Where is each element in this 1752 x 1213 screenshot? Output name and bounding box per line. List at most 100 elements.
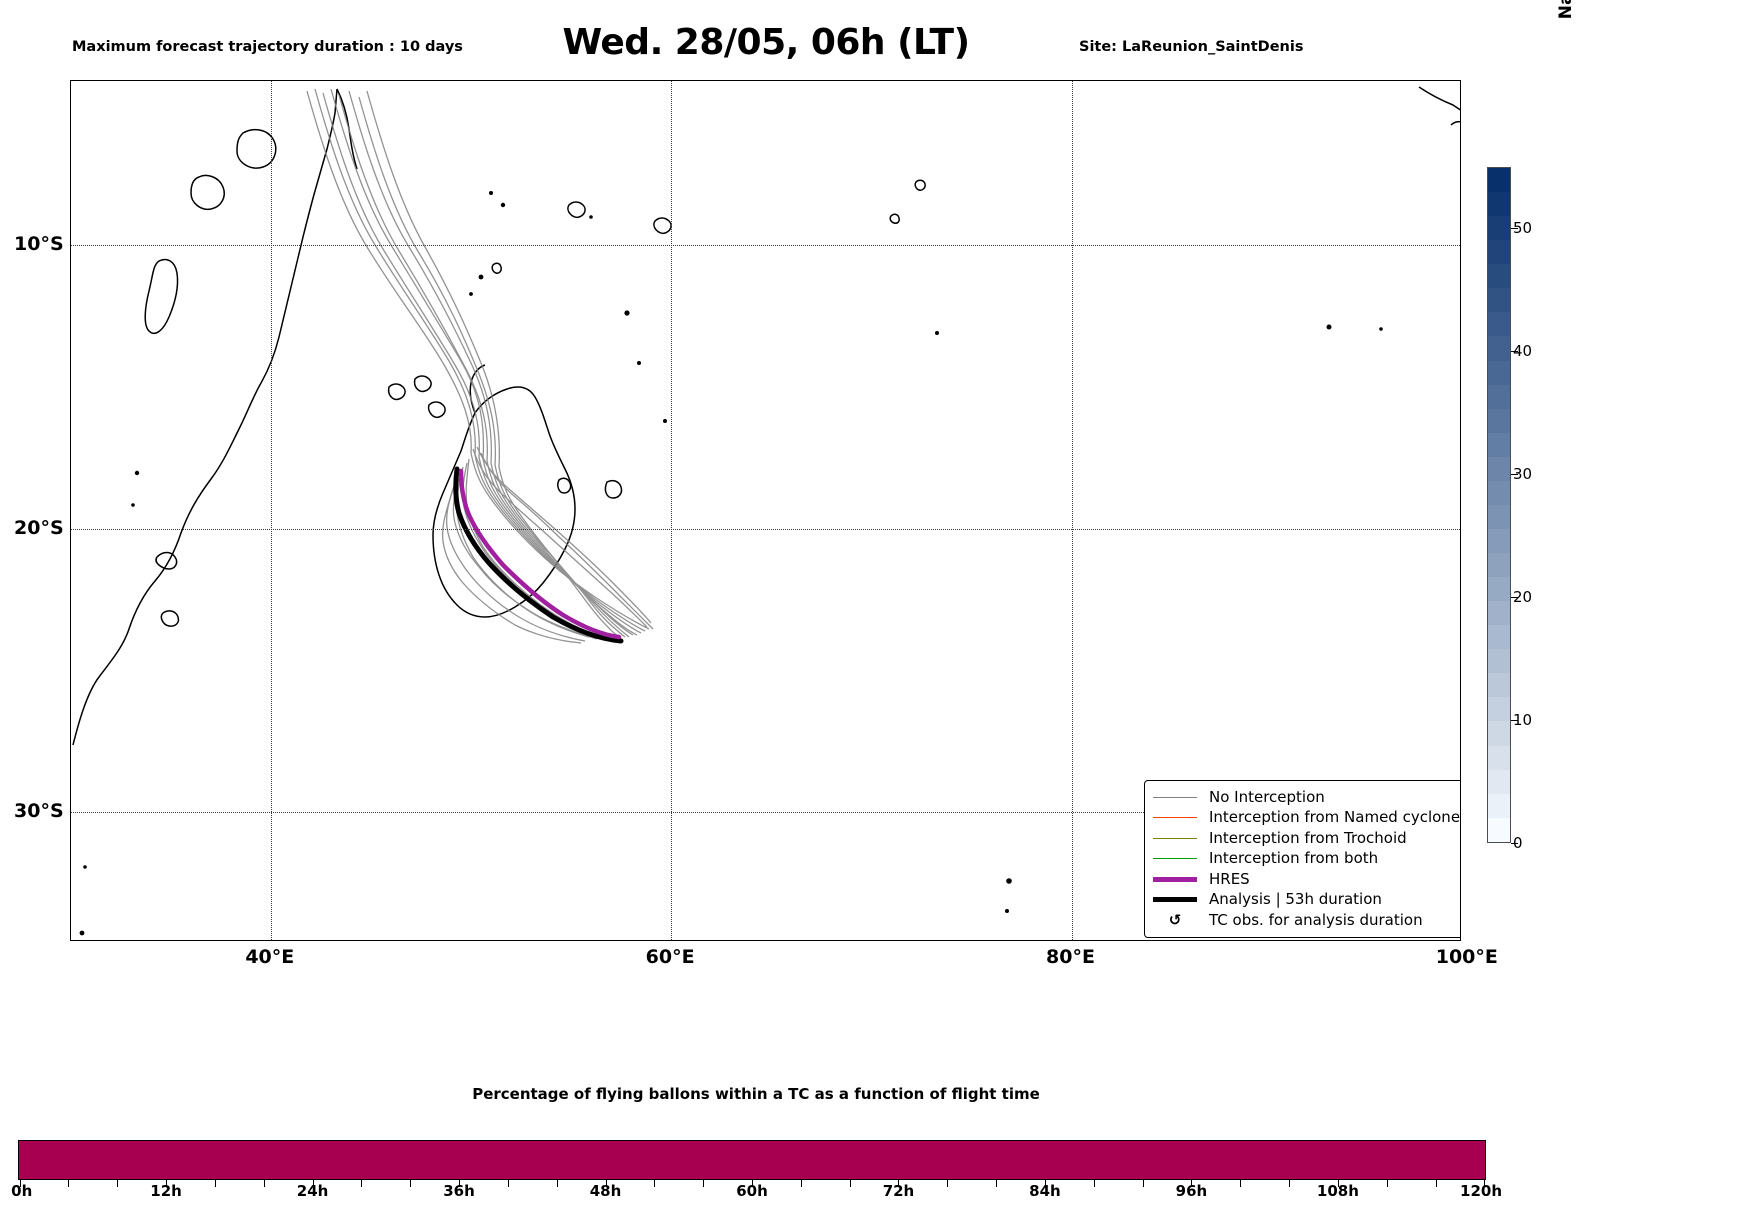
map-vector-layer — [72, 86, 1460, 936]
gridline-lon-80 — [1071, 81, 1073, 940]
colorbar-segment — [1488, 264, 1510, 289]
colorbar-segment — [1488, 577, 1510, 602]
legend-swatch-line — [1153, 876, 1197, 882]
legend-item-tc-obs[interactable]: ↺ TC obs. for analysis duration — [1153, 910, 1460, 931]
colorbar-segment — [1488, 408, 1510, 433]
percentage-bar-tickmark — [1484, 1180, 1486, 1187]
legend-item-no-interception[interactable]: No Interception — [1153, 787, 1460, 808]
legend-label: TC obs. for analysis duration — [1209, 910, 1423, 929]
colorbar[interactable] — [1487, 167, 1511, 843]
legend-item-hres[interactable]: HRES — [1153, 869, 1460, 890]
colorbar-tick-30: 30 — [1513, 465, 1533, 483]
legend-item-trochoid[interactable]: Interception from Trochoid — [1153, 828, 1460, 849]
colorbar-tickmark-30 — [1511, 474, 1518, 475]
tc-obs-icon: ↺ — [1168, 910, 1182, 929]
colorbar-segment — [1488, 240, 1510, 265]
page-title-text: Wed. 28/05, 06h (LT) — [562, 22, 970, 63]
percentage-bar-title-text: Percentage of flying ballons within a TC… — [472, 1085, 1040, 1103]
percentage-bar-tickmark — [1289, 1180, 1291, 1187]
percentage-bar-tickmark — [459, 1180, 461, 1187]
gridline-lon-40 — [270, 81, 272, 940]
percentage-bar-tickmark — [996, 1180, 998, 1187]
header-left-line-0: Maximum forecast trajectory duration : 1… — [72, 39, 463, 55]
header-right-line-0: Site: LaReunion_SaintDenis — [1079, 39, 1304, 55]
colorbar-tick-50: 50 — [1513, 219, 1533, 237]
lon-tick-40E: 40°E — [245, 946, 295, 968]
legend-label: No Interception — [1209, 787, 1325, 806]
colorbar-tickmark-50 — [1511, 228, 1518, 229]
colorbar-tick-20: 20 — [1513, 588, 1533, 606]
legend-swatch-line — [1153, 837, 1197, 839]
analysis-track — [453, 466, 624, 644]
legend-item-analysis[interactable]: Analysis | 53h duration — [1153, 890, 1460, 911]
legend-swatch-line — [1153, 796, 1197, 798]
percentage-bar-tickmark — [410, 1180, 412, 1187]
lat-tick-30S: 30°S — [14, 799, 64, 822]
colorbar-segment — [1488, 456, 1510, 481]
percentage-bar-tickmark — [1191, 1180, 1193, 1187]
colorbar-segment — [1488, 649, 1510, 674]
legend-label: Interception from Named cyclone — [1209, 808, 1461, 827]
colorbar-tickmark-0 — [1511, 843, 1518, 844]
colorbar-segment — [1488, 793, 1510, 818]
percentage-bar-tickmark — [19, 1180, 21, 1187]
gridline-lat-20 — [71, 528, 1460, 530]
percentage-bar-tickmark — [214, 1180, 216, 1187]
percentage-bar-tickmark — [1435, 1180, 1437, 1187]
map-legend[interactable]: No Interception Interception from Named … — [1144, 780, 1461, 938]
lon-tick-100E: 100°E — [1435, 946, 1498, 968]
map-plot-area[interactable]: No Interception Interception from Named … — [70, 80, 1461, 941]
colorbar-segment — [1488, 721, 1510, 746]
legend-label: Analysis | 53h duration — [1209, 890, 1382, 909]
percentage-bar-tickmark — [703, 1180, 705, 1187]
colorbar-segment — [1488, 504, 1510, 529]
percentage-bar-tickmark — [556, 1180, 558, 1187]
legend-swatch-line — [1153, 897, 1197, 903]
percentage-bar-tickmark — [898, 1180, 900, 1187]
gridline-lat-10 — [71, 245, 1460, 247]
colorbar-tickmark-40 — [1511, 351, 1518, 352]
percentage-bar-tick-108h: 108h — [1316, 1182, 1359, 1200]
percentage-bar-tickmark — [800, 1180, 802, 1187]
colorbar-tick-0: 0 — [1513, 834, 1523, 852]
lat-tick-20S: 20°S — [14, 516, 64, 539]
legend-swatch-line — [1153, 858, 1197, 860]
percentage-bar-fill — [19, 1141, 1485, 1179]
percentage-bar-tickmark — [312, 1180, 314, 1187]
colorbar-tickmark-20 — [1511, 597, 1518, 598]
colorbar-segment — [1488, 216, 1510, 241]
colorbar-segment — [1488, 432, 1510, 457]
percentage-bar-tickmark — [752, 1180, 753, 1187]
percentage-bar[interactable] — [18, 1140, 1486, 1180]
colorbar-segment — [1488, 601, 1510, 626]
page-title: Wed. 28/05, 06h (LT) — [0, 22, 1752, 63]
percentage-bar-tick-120h: 120h — [1460, 1182, 1503, 1200]
percentage-bar-tickmark — [507, 1180, 509, 1187]
lon-tick-60E: 60°E — [645, 946, 695, 968]
legend-item-both[interactable]: Interception from both — [1153, 849, 1460, 870]
legend-item-named-cyclone[interactable]: Interception from Named cyclone — [1153, 808, 1461, 829]
legend-swatch-line — [1153, 817, 1197, 819]
legend-label: Interception from Trochoid — [1209, 828, 1407, 847]
percentage-bar-tickmark — [361, 1180, 363, 1187]
legend-label: Interception from both — [1209, 849, 1379, 868]
percentage-bar-tickmark — [1337, 1180, 1339, 1187]
small-island-dots — [79, 191, 1383, 936]
gridline-lon-60 — [671, 81, 673, 940]
colorbar-segment — [1488, 312, 1510, 337]
colorbar-segment — [1488, 528, 1510, 553]
eps-trajectories — [306, 88, 654, 644]
colorbar-segment — [1488, 360, 1510, 385]
colorbar-segment — [1488, 697, 1510, 722]
legend-label: HRES — [1209, 869, 1250, 888]
percentage-bar-tick-24h: 24h — [296, 1182, 329, 1200]
percentage-bar-tickmark — [1386, 1180, 1388, 1187]
percentage-bar-title: Percentage of flying ballons within a TC… — [0, 1085, 1752, 1103]
colorbar-segment — [1488, 745, 1510, 770]
colorbar-segment — [1488, 384, 1510, 409]
percentage-bar-tickmark — [849, 1180, 851, 1187]
percentage-bar-tickmark — [1142, 1180, 1144, 1187]
percentage-bar-tick-96h: 96h — [1175, 1182, 1208, 1200]
percentage-bar-tick-36h: 36h — [443, 1182, 475, 1200]
hres-track — [458, 468, 622, 640]
